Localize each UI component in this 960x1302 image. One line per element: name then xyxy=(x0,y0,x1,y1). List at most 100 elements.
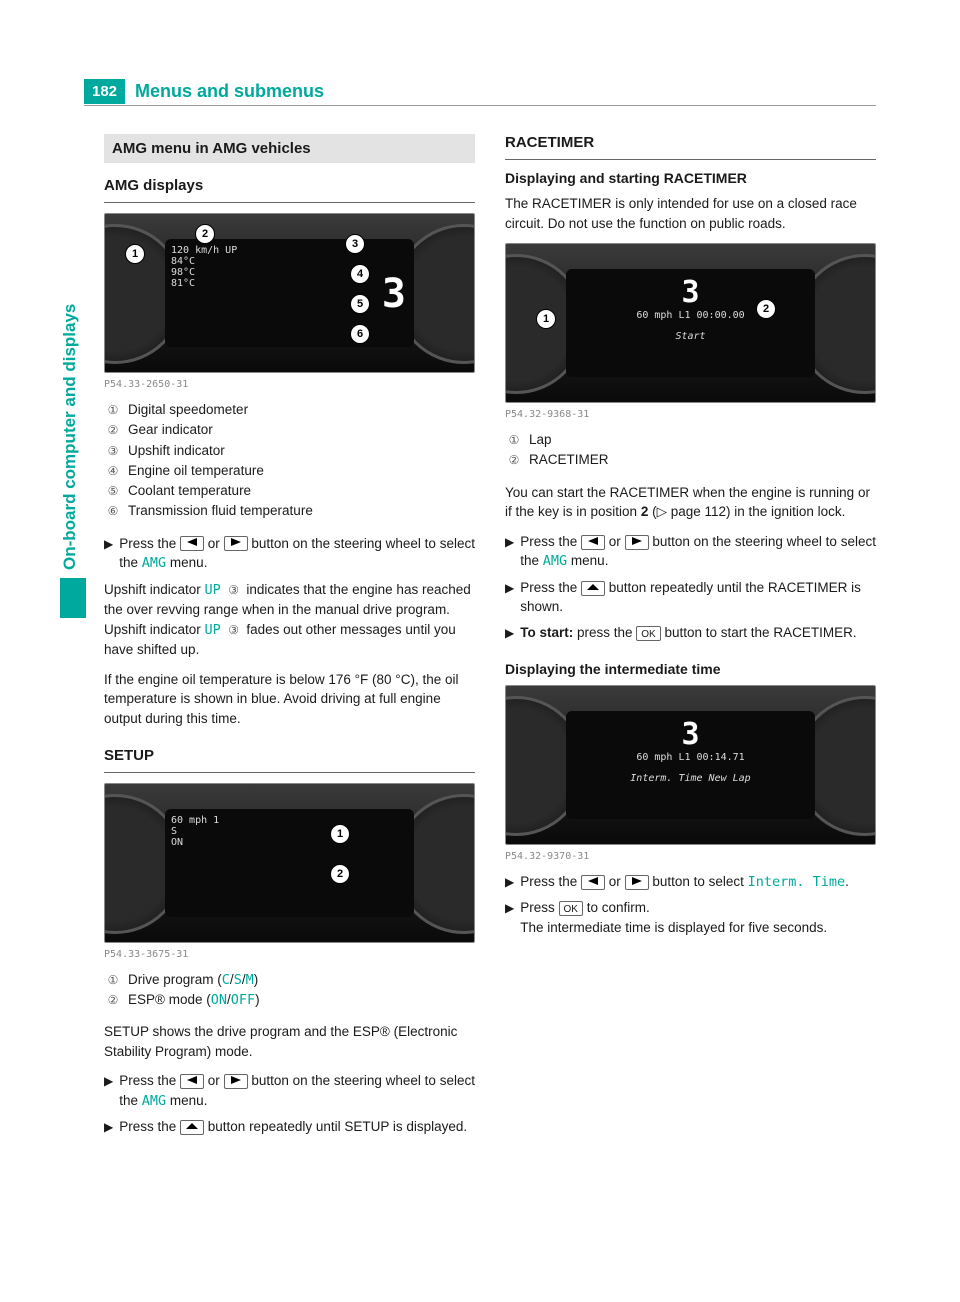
callout-list: ① Digital speedometer②Gear indicator ③ Upsh… xyxy=(104,400,475,522)
subheading-racetimer: RACETIMER xyxy=(505,134,876,151)
triangle-marker-icon: ▶ xyxy=(505,872,514,891)
callout-icon: ③ xyxy=(104,442,122,460)
image-callout: 2 xyxy=(195,224,215,244)
left-arrow-button-icon xyxy=(581,875,605,890)
dashboard-image-intermediate: 360 mph L1 00:14.71Interm. Time New Lap xyxy=(505,685,876,845)
page-number: 182 xyxy=(84,79,125,104)
callout-text: Upshift indicator xyxy=(128,441,225,461)
image-callout: 1 xyxy=(330,824,350,844)
subheading-setup: SETUP xyxy=(104,747,475,764)
instruction: ▶ Press the or button to select Interm. … xyxy=(505,872,876,893)
image-callout: 2 xyxy=(330,864,350,884)
callout-text: Gear indicator xyxy=(128,420,213,440)
paragraph: You can start the RACETIMER when the eng… xyxy=(505,483,876,522)
triangle-marker-icon: ▶ xyxy=(505,532,514,551)
header-rule xyxy=(84,105,876,106)
image-callout: 3 xyxy=(345,234,365,254)
image-callout: 1 xyxy=(536,309,556,329)
paragraph: If the engine oil temperature is below 1… xyxy=(104,670,475,729)
callout-item: ⑥ Transmission fluid temperature xyxy=(104,501,475,521)
image-callout: 5 xyxy=(350,294,370,314)
left-arrow-button-icon xyxy=(180,536,204,551)
callout-item: ② RACETIMER xyxy=(505,450,876,470)
paragraph: The RACETIMER is only intended for use o… xyxy=(505,194,876,233)
side-tab-text: On-board computer and displays xyxy=(60,140,80,570)
callout-item: ③ Upshift indicator xyxy=(104,441,475,461)
sub-rule xyxy=(104,772,475,773)
callout-icon: ⑥ xyxy=(104,502,122,520)
callout-icon: ④ xyxy=(104,462,122,480)
page-title: Menus and submenus xyxy=(135,81,324,102)
callout-text: Coolant temperature xyxy=(128,481,251,501)
instruction: ▶ To start: press the OK button to start… xyxy=(505,623,876,643)
callout-item: ① Drive program (C/S/M) xyxy=(104,970,475,990)
left-arrow-button-icon xyxy=(581,535,605,550)
paragraph: SETUP shows the drive program and the ES… xyxy=(104,1022,475,1061)
center-display: 360 mph L1 00:14.71Interm. Time New Lap xyxy=(566,711,815,819)
down-arrow-button-icon xyxy=(581,581,605,596)
callout-icon: ① xyxy=(505,431,523,449)
dashboard-image-setup: 60 mph 1 S ON 12 xyxy=(104,783,475,943)
instruction: ▶ Press the button repeatedly until SETU… xyxy=(104,1117,475,1137)
down-arrow-button-icon xyxy=(180,1120,204,1135)
callout-icon: ⑤ xyxy=(104,482,122,500)
right-arrow-button-icon xyxy=(625,875,649,890)
subheading-start-racetimer: Displaying and starting RACETIMER xyxy=(505,170,876,186)
sub-rule xyxy=(505,159,876,160)
text: Press the xyxy=(119,536,180,551)
paragraph: Upshift indicator UP ③ indicates that th… xyxy=(104,580,475,660)
callout-list: ① Drive program (C/S/M) ② ESP® mode (ON/… xyxy=(104,970,475,1011)
callout-item: ② ESP® mode (ON/OFF) xyxy=(104,990,475,1010)
ok-button-icon: OK xyxy=(636,626,660,641)
image-ref: P54.33-3675-31 xyxy=(104,949,475,960)
image-callout: 2 xyxy=(756,299,776,319)
right-arrow-button-icon xyxy=(224,536,248,551)
callout-item: ① Lap xyxy=(505,430,876,450)
ok-button-icon: OK xyxy=(559,901,583,916)
image-ref: P54.32-9368-31 xyxy=(505,409,876,420)
instruction: ▶ Press the or button on the steering wh… xyxy=(505,532,876,572)
dashboard-image-amg-displays: 120 km/h UP 84°C 98°C 81°C3 1 2 3 4 5 6 xyxy=(104,213,475,373)
callout-list: ① Lap ② RACETIMER xyxy=(505,430,876,471)
left-column: AMG menu in AMG vehicles AMG displays 12… xyxy=(104,134,475,1143)
callout-text: Transmission fluid temperature xyxy=(128,501,313,521)
triangle-marker-icon: ▶ xyxy=(505,898,514,917)
content-columns: AMG menu in AMG vehicles AMG displays 12… xyxy=(104,134,876,1143)
callout-icon: ① xyxy=(104,401,122,419)
center-display: 120 km/h UP 84°C 98°C 81°C3 xyxy=(165,239,414,347)
callout-icon: ② xyxy=(505,451,523,469)
callout-text: RACETIMER xyxy=(529,450,609,470)
callout-text: Engine oil temperature xyxy=(128,461,264,481)
image-ref: P54.32-9370-31 xyxy=(505,851,876,862)
text: or xyxy=(208,536,224,551)
page-header: 182 Menus and submenus xyxy=(84,77,876,105)
side-tab-block xyxy=(60,578,86,618)
instruction: ▶ Press the button repeatedly until the … xyxy=(505,578,876,617)
subheading-intermediate: Displaying the intermediate time xyxy=(505,661,876,677)
section-bar-amg: AMG menu in AMG vehicles xyxy=(104,134,475,163)
callout-item: ④ Engine oil temperature xyxy=(104,461,475,481)
callout-text: Lap xyxy=(529,430,552,450)
callout-icon: ② xyxy=(104,991,122,1009)
image-callout: 1 xyxy=(125,244,145,264)
dashboard-image-racetimer: 360 mph L1 00:00.00Start 1 2 xyxy=(505,243,876,403)
right-arrow-button-icon xyxy=(224,1074,248,1089)
triangle-marker-icon: ▶ xyxy=(505,578,514,597)
image-callout: 4 xyxy=(350,264,370,284)
callout-item: ②Gear indicator xyxy=(104,420,475,440)
left-arrow-button-icon xyxy=(180,1074,204,1089)
right-arrow-button-icon xyxy=(625,535,649,550)
triangle-marker-icon: ▶ xyxy=(505,623,514,642)
side-tab: On-board computer and displays xyxy=(60,140,88,620)
right-column: RACETIMER Displaying and starting RACETI… xyxy=(505,134,876,1143)
triangle-marker-icon: ▶ xyxy=(104,1071,113,1090)
image-callout: 6 xyxy=(350,324,370,344)
callout-icon: ① xyxy=(104,971,122,989)
callout-item: ① Digital speedometer xyxy=(104,400,475,420)
center-display: 360 mph L1 00:00.00Start xyxy=(566,269,815,377)
triangle-marker-icon: ▶ xyxy=(104,534,113,553)
instruction: ▶ Press the or button on the steering wh… xyxy=(104,1071,475,1111)
instruction: ▶ Press the or button on the steering wh… xyxy=(104,534,475,574)
callout-text: Digital speedometer xyxy=(128,400,248,420)
subheading-amg-displays: AMG displays xyxy=(104,177,475,194)
